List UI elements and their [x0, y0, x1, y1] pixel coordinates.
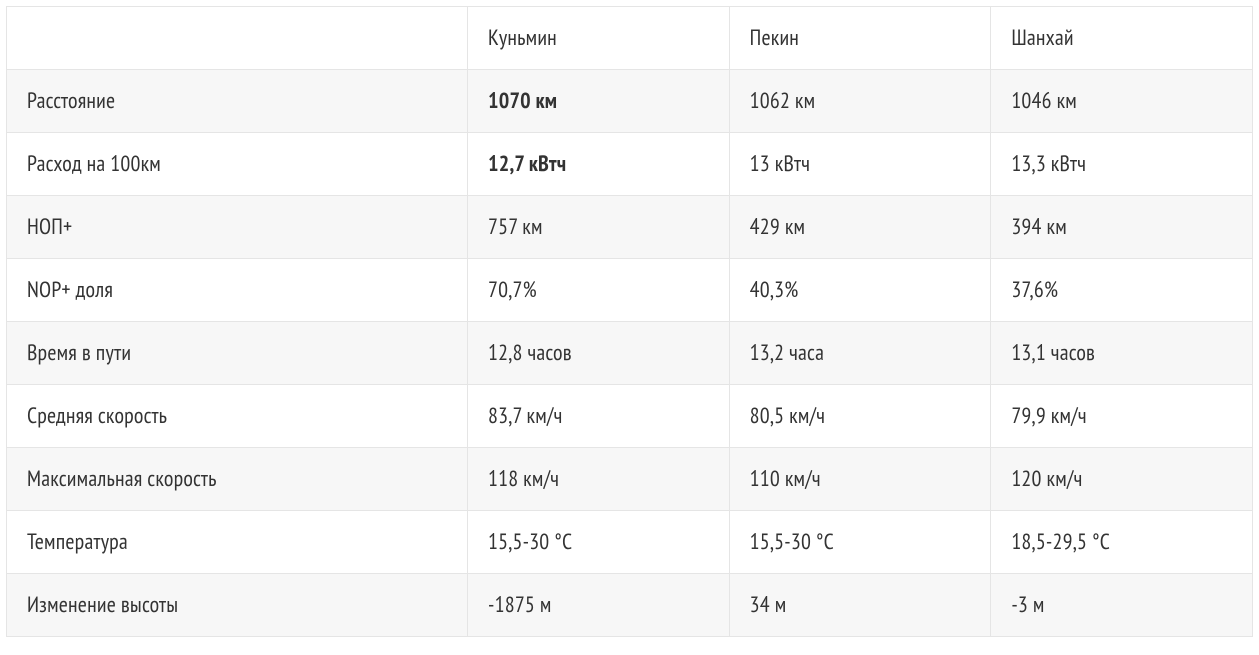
table-header-empty: [7, 7, 468, 70]
table-cell: 1062 км: [729, 70, 991, 133]
table-cell: 70,7%: [468, 259, 730, 322]
table-cell: 80,5 км/ч: [729, 385, 991, 448]
table-row: Средняя скорость83,7 км/ч80,5 км/ч79,9 к…: [7, 385, 1253, 448]
table-row: НОП+757 км429 км394 км: [7, 196, 1253, 259]
table-cell: -1875 м: [468, 574, 730, 637]
table-cell: -3 м: [991, 574, 1253, 637]
table-row: Температура15,5-30 °C15,5-30 °C18,5-29,5…: [7, 511, 1253, 574]
table-row: Расход на 100км12,7 кВтч13 кВтч13,3 кВтч: [7, 133, 1253, 196]
row-label: Температура: [7, 511, 468, 574]
table-body: Расстояние1070 км1062 км1046 кмРасход на…: [7, 70, 1253, 637]
table-row: Время в пути12,8 часов13,2 часа13,1 часо…: [7, 322, 1253, 385]
table-cell: 12,8 часов: [468, 322, 730, 385]
table-cell: 13 кВтч: [729, 133, 991, 196]
table-cell: 110 км/ч: [729, 448, 991, 511]
table-header-city-3: Шанхай: [991, 7, 1253, 70]
table-cell: 40,3%: [729, 259, 991, 322]
comparison-table: Куньмин Пекин Шанхай Расстояние1070 км10…: [6, 6, 1253, 637]
table-header-city-2: Пекин: [729, 7, 991, 70]
table-cell: 13,2 часа: [729, 322, 991, 385]
table-cell: 394 км: [991, 196, 1253, 259]
table-cell: 1070 км: [468, 70, 730, 133]
table-row: Изменение высоты-1875 м34 м-3 м: [7, 574, 1253, 637]
row-label: НОП+: [7, 196, 468, 259]
table-cell: 15,5-30 °C: [729, 511, 991, 574]
table-cell: 34 м: [729, 574, 991, 637]
table-header-city-1: Куньмин: [468, 7, 730, 70]
table-cell: 757 км: [468, 196, 730, 259]
row-label: NOP+ доля: [7, 259, 468, 322]
table-cell: 12,7 кВтч: [468, 133, 730, 196]
table-cell: 118 км/ч: [468, 448, 730, 511]
table-cell: 429 км: [729, 196, 991, 259]
table-row: Расстояние1070 км1062 км1046 км: [7, 70, 1253, 133]
table-row: NOP+ доля70,7%40,3%37,6%: [7, 259, 1253, 322]
table-cell: 120 км/ч: [991, 448, 1253, 511]
row-label: Время в пути: [7, 322, 468, 385]
table-cell: 18,5-29,5 °C: [991, 511, 1253, 574]
row-label: Средняя скорость: [7, 385, 468, 448]
table-header-row: Куньмин Пекин Шанхай: [7, 7, 1253, 70]
table-row: Максимальная скорость118 км/ч110 км/ч120…: [7, 448, 1253, 511]
table-cell: 83,7 км/ч: [468, 385, 730, 448]
row-label: Максимальная скорость: [7, 448, 468, 511]
row-label: Изменение высоты: [7, 574, 468, 637]
table-cell: 79,9 км/ч: [991, 385, 1253, 448]
table-cell: 15,5-30 °C: [468, 511, 730, 574]
row-label: Расход на 100км: [7, 133, 468, 196]
table-cell: 13,1 часов: [991, 322, 1253, 385]
table-cell: 37,6%: [991, 259, 1253, 322]
table-cell: 13,3 кВтч: [991, 133, 1253, 196]
table-cell: 1046 км: [991, 70, 1253, 133]
row-label: Расстояние: [7, 70, 468, 133]
